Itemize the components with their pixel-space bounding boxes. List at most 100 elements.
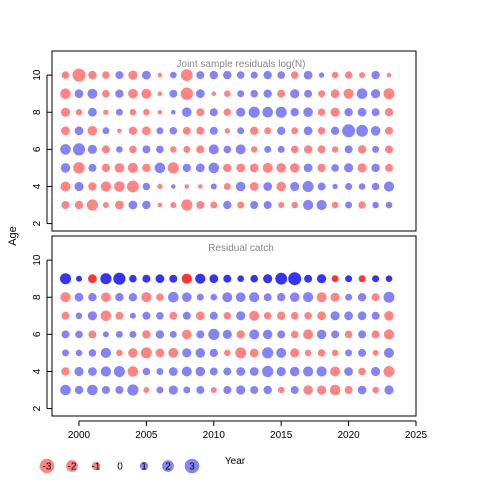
residual-bubble	[209, 108, 218, 117]
x-tick-label: 2015	[270, 430, 293, 441]
residual-bubble	[264, 127, 272, 135]
residual-bubble	[289, 366, 300, 377]
residual-bubble	[155, 348, 165, 358]
residual-bubble	[100, 273, 112, 285]
residual-bubble	[101, 145, 110, 154]
residual-bubble	[317, 108, 326, 116]
residual-bubble	[128, 70, 138, 80]
residual-bubble	[342, 124, 356, 138]
residual-bubble	[210, 201, 218, 209]
residual-bubble	[250, 71, 258, 79]
residual-bubble	[88, 182, 97, 191]
residual-bubble	[195, 366, 206, 377]
residual-bubble	[182, 329, 192, 340]
residual-bubble	[182, 126, 191, 135]
y-tick-label: 2	[32, 220, 43, 226]
residual-bubble	[303, 385, 313, 395]
residual-bubble	[291, 127, 299, 135]
residual-bubble	[115, 108, 123, 116]
residual-bubble	[302, 181, 314, 192]
residual-bubble	[343, 88, 354, 99]
x-tick-label: 2020	[337, 430, 360, 441]
residual-bubble	[316, 199, 327, 211]
residual-bubble	[88, 349, 97, 357]
residual-bubble	[263, 70, 272, 80]
panel-top-frame	[51, 50, 417, 232]
residual-bubble	[102, 71, 110, 79]
residual-bubble	[278, 202, 285, 208]
residual-bubble	[358, 367, 366, 376]
panel-top-bubbles	[60, 68, 395, 211]
residual-bubble	[235, 144, 246, 155]
residual-bubble	[316, 329, 327, 340]
residual-bubble	[208, 144, 219, 155]
residual-bubble	[290, 330, 299, 339]
residual-bubble	[250, 274, 258, 283]
residual-bubble	[169, 127, 178, 135]
residual-bubble	[224, 128, 230, 134]
residual-bubble	[142, 70, 151, 80]
residual-bubble	[142, 163, 151, 173]
residual-bubble	[371, 311, 380, 320]
residual-bubble	[277, 386, 285, 394]
residual-bubble	[345, 275, 353, 283]
legend-label: 3	[189, 462, 195, 473]
legend-bubble	[39, 458, 55, 474]
y-tick-label: 10	[32, 254, 43, 266]
residual-bubble	[385, 145, 393, 154]
residual-bubble	[236, 367, 246, 376]
residual-bubble	[169, 330, 177, 338]
residual-bubble	[371, 366, 381, 377]
residual-bubble	[318, 90, 326, 98]
residual-bubble	[210, 293, 218, 301]
residual-bubble	[171, 184, 176, 189]
residual-bubble	[210, 183, 217, 190]
residual-bubble	[223, 108, 232, 116]
residual-bubble	[236, 385, 246, 395]
legend-bubble	[162, 460, 174, 472]
legend-label: 0	[117, 462, 123, 473]
residual-bubble	[385, 201, 393, 209]
residual-bubble	[277, 126, 286, 135]
residual-bubble	[182, 163, 191, 173]
residual-bubble	[235, 292, 246, 303]
residual-bubble	[156, 368, 164, 375]
residual-bubble	[115, 330, 123, 338]
residual-bubble	[171, 109, 176, 115]
residual-bubble	[101, 163, 111, 173]
residual-bubble	[102, 331, 109, 338]
residual-bubble	[100, 366, 111, 377]
residual-bubble	[357, 163, 367, 173]
residual-bubble	[303, 292, 314, 303]
residual-bubble	[87, 88, 98, 99]
residual-bubble	[223, 70, 232, 80]
residual-bubble	[371, 70, 380, 80]
residual-bubble	[101, 386, 110, 394]
residual-bubble	[128, 200, 138, 210]
residual-bubble	[372, 349, 379, 356]
residual-bubble	[182, 311, 191, 320]
residual-bubble	[223, 274, 232, 283]
residual-bubble	[102, 202, 109, 208]
residual-bubble	[237, 90, 245, 98]
residual-bubble	[143, 387, 150, 393]
residual-bubble	[198, 184, 203, 189]
residual-bubble	[356, 124, 368, 137]
residual-bubble	[223, 367, 232, 376]
residual-bubble	[344, 71, 353, 79]
residual-bubble	[182, 107, 192, 117]
residual-bubble	[344, 367, 353, 376]
residual-bubble	[114, 163, 125, 173]
residual-bubble	[303, 70, 313, 80]
residual-bubble	[384, 347, 394, 358]
residual-bubble	[183, 386, 191, 394]
residual-bubble	[330, 107, 340, 117]
residual-bubble	[181, 366, 192, 377]
residual-bubble	[209, 274, 219, 284]
residual-bubble	[303, 163, 313, 173]
residual-bubble	[195, 273, 206, 284]
residual-bubble	[143, 108, 150, 116]
residual-bubble	[62, 349, 69, 357]
legend: -3 -2 -1 0 1 2 3	[39, 458, 200, 474]
residual-bubble	[235, 181, 246, 192]
